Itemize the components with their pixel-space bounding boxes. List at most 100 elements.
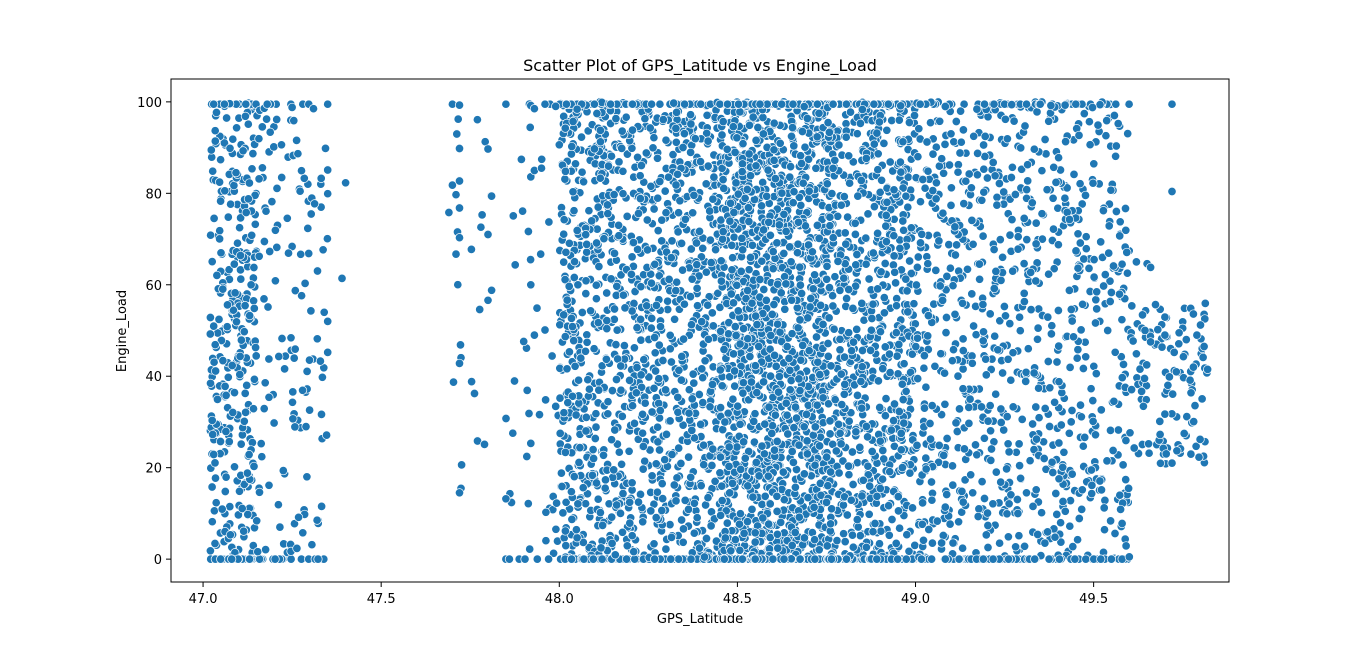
scatter-point — [295, 186, 305, 196]
scatter-point — [699, 552, 710, 562]
scatter-point — [612, 325, 622, 335]
scatter-point — [805, 302, 815, 312]
scatter-point — [290, 286, 300, 296]
scatter-point — [891, 278, 901, 288]
scatter-point — [852, 324, 862, 334]
scatter-point — [799, 102, 809, 112]
scatter-point — [814, 545, 824, 555]
scatter-point — [785, 385, 795, 395]
scatter-point — [566, 149, 576, 159]
scatter-point — [728, 122, 738, 132]
scatter-point — [679, 129, 689, 139]
scatter-point — [265, 127, 275, 137]
scatter-point — [567, 141, 577, 152]
scatter-point — [707, 379, 718, 390]
scatter-point — [582, 239, 592, 249]
scatter-point — [660, 455, 670, 465]
scatter-point — [680, 99, 690, 109]
scatter-point — [774, 220, 784, 230]
scatter-point — [566, 487, 576, 497]
scatter-point — [772, 506, 782, 516]
scatter-point — [891, 301, 902, 311]
scatter-point — [684, 452, 694, 462]
scatter-point — [804, 154, 814, 164]
scatter-point — [743, 285, 753, 296]
scatter-point — [577, 167, 587, 177]
scatter-point — [870, 518, 880, 529]
scatter-point — [209, 357, 219, 367]
scatter-point — [899, 225, 909, 235]
scatter-point — [272, 242, 282, 252]
scatter-point — [555, 393, 565, 403]
scatter-point — [282, 213, 292, 223]
scatter-point — [616, 361, 626, 371]
scatter-point — [686, 110, 696, 120]
scatter-point — [593, 494, 603, 504]
scatter-point — [785, 242, 795, 252]
scatter-point — [209, 449, 219, 460]
scatter-point — [796, 151, 806, 161]
scatter-point — [646, 278, 657, 288]
scatter-point — [249, 303, 259, 313]
scatter-point — [708, 194, 718, 204]
scatter-point — [708, 321, 718, 331]
scatter-point — [600, 475, 611, 485]
scatter-point — [290, 422, 300, 432]
scatter-point — [847, 530, 858, 540]
scatter-point — [828, 163, 838, 173]
scatter-point — [466, 244, 476, 254]
scatter-point — [770, 174, 780, 184]
scatter-point — [655, 99, 665, 109]
scatter-point — [215, 234, 225, 244]
scatter-point — [1006, 375, 1016, 385]
scatter-point — [249, 461, 259, 471]
scatter-point — [615, 508, 626, 518]
scatter-point — [700, 356, 710, 366]
scatter-point — [811, 332, 822, 342]
scatter-point — [875, 327, 886, 337]
scatter-point — [306, 209, 316, 219]
scatter-point — [760, 491, 770, 501]
scatter-point — [867, 313, 877, 324]
scatter-point — [322, 234, 332, 244]
scatter-point — [973, 148, 983, 158]
scatter-point — [221, 426, 231, 437]
scatter-point — [983, 112, 993, 122]
scatter-point — [606, 151, 617, 161]
scatter-point — [949, 137, 959, 147]
scatter-point — [719, 554, 729, 564]
scatter-point — [889, 416, 899, 426]
scatter-point — [211, 366, 221, 376]
scatter-point — [824, 283, 835, 293]
scatter-point — [876, 526, 886, 536]
scatter-point — [936, 349, 946, 359]
scatter-point — [905, 256, 915, 266]
scatter-point — [840, 537, 850, 547]
scatter-point — [254, 134, 264, 144]
scatter-point — [603, 209, 613, 219]
scatter-point — [298, 528, 308, 538]
scatter-point — [869, 202, 879, 212]
scatter-point — [289, 353, 299, 363]
scatter-point — [216, 335, 227, 346]
scatter-point — [588, 445, 598, 455]
scatter-point — [774, 371, 784, 382]
scatter-point — [823, 481, 833, 491]
scatter-point — [232, 238, 243, 248]
scatter-point — [581, 289, 591, 299]
scatter-point — [698, 373, 708, 383]
scatter-point — [750, 409, 760, 419]
scatter-point — [757, 441, 767, 451]
scatter-point — [665, 520, 675, 530]
scatter-point — [300, 278, 310, 288]
scatter-point — [675, 196, 685, 206]
scatter-point — [619, 341, 629, 351]
scatter-point — [1015, 312, 1025, 322]
scatter-point — [701, 533, 712, 544]
scatter-point — [544, 217, 554, 227]
scatter-point — [787, 540, 797, 551]
points-layer — [205, 97, 1213, 564]
scatter-point — [821, 497, 832, 507]
scatter-point — [723, 329, 733, 339]
scatter-point — [562, 295, 572, 305]
